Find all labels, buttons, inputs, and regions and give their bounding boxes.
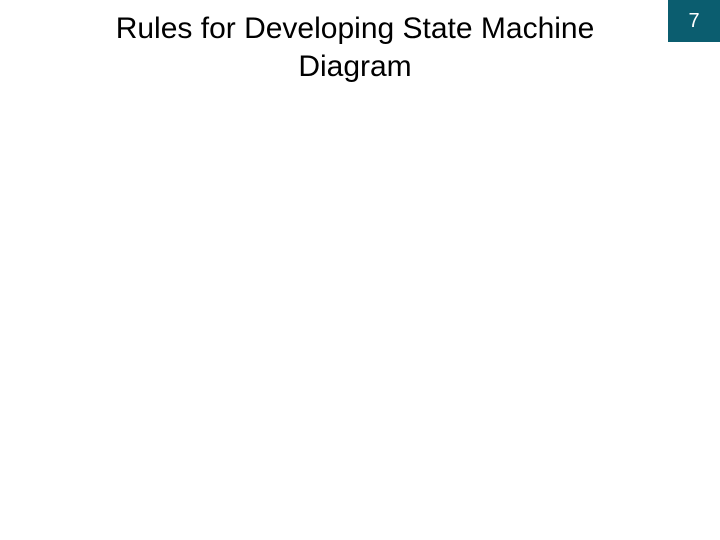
title-line-2: Diagram bbox=[298, 50, 411, 83]
page-number: 7 bbox=[688, 10, 699, 33]
page-number-box: 7 bbox=[668, 0, 720, 42]
slide-title: Rules for Developing State Machine Diagr… bbox=[50, 10, 660, 85]
title-container: Rules for Developing State Machine Diagr… bbox=[50, 10, 660, 85]
title-line-1: Rules for Developing State Machine bbox=[116, 12, 595, 45]
